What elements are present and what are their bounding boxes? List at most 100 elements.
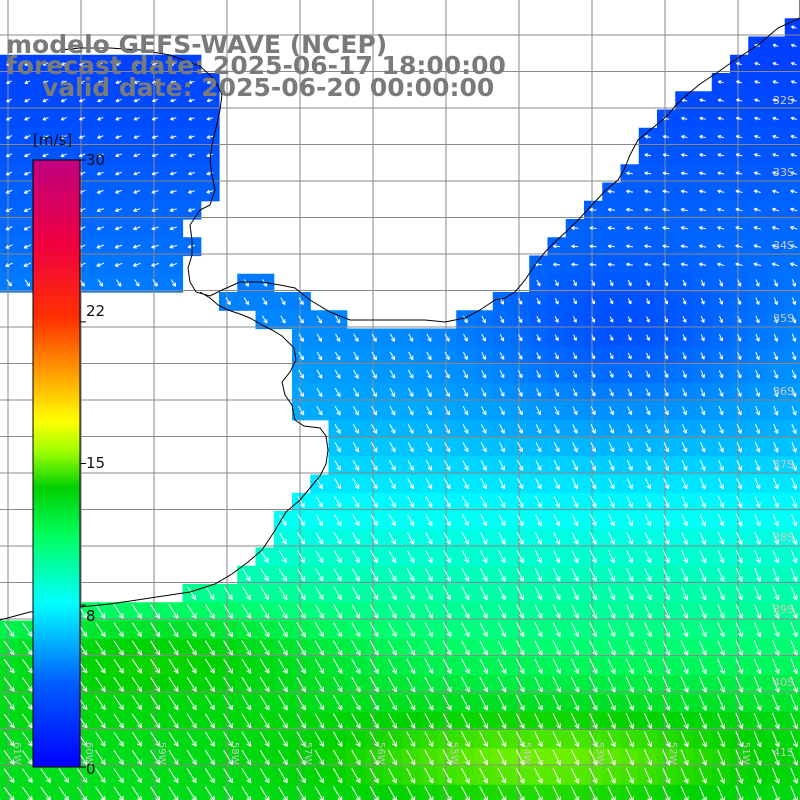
wind-arrow: [680, 712, 689, 730]
wind-arrow: [590, 478, 597, 490]
wind-arrow: [753, 171, 761, 176]
wind-arrow: [626, 262, 633, 267]
wind-arrow: [78, 135, 86, 139]
wind-arrow: [3, 658, 15, 674]
wind-arrow: [772, 62, 779, 66]
wind-arrow: [278, 731, 288, 747]
wind-arrow: [681, 477, 688, 490]
wind-arrow: [554, 279, 559, 287]
wind-arrow: [662, 622, 671, 638]
wind-arrow: [462, 460, 469, 471]
wind-arrow: [517, 370, 523, 379]
wind-arrow: [790, 225, 798, 230]
wind-arrow: [571, 478, 578, 490]
wind-arrow: [278, 640, 288, 656]
wind-arrow: [297, 550, 306, 564]
wind-arrow: [479, 694, 488, 711]
wind-arrow: [498, 550, 506, 564]
wind-arrow: [717, 532, 725, 545]
wind-arrow: [753, 189, 761, 194]
wind-arrow: [316, 351, 323, 361]
wind-arrow: [625, 244, 634, 249]
wind-arrow: [259, 622, 270, 638]
wind-arrow: [408, 333, 414, 342]
wind-arrow: [425, 568, 433, 582]
wind-arrow: [442, 767, 452, 784]
wind-arrow: [296, 676, 306, 693]
wind-arrow: [608, 460, 615, 471]
wind-arrow: [626, 532, 634, 545]
wind-arrow: [131, 622, 143, 638]
wind-arrow: [699, 604, 707, 619]
wind-arrow: [536, 352, 541, 360]
wind-arrow: [278, 550, 287, 564]
wind-arrow: [662, 568, 670, 582]
wind-arrow: [627, 334, 632, 341]
wind-arrow: [259, 731, 270, 747]
wind-arrow: [131, 640, 143, 656]
wind-arrow: [42, 62, 49, 66]
wind-arrow: [206, 98, 213, 103]
wind-arrow: [753, 226, 761, 230]
colorbar-ticks: [80, 159, 86, 768]
wind-arrow: [131, 713, 143, 729]
wind-arrow: [534, 604, 543, 619]
wind-arrow: [772, 550, 780, 564]
wind-arrow: [607, 767, 616, 784]
wind-arrow: [204, 731, 215, 747]
wind-arrow: [552, 604, 561, 619]
wind-arrow: [150, 750, 161, 765]
wind-speed-cell: [693, 784, 713, 800]
wind-arrow: [425, 460, 433, 471]
wind-arrow: [591, 334, 596, 341]
wind-arrow: [790, 676, 798, 693]
wind-arrow: [40, 768, 51, 784]
wind-speed-cell: [784, 657, 800, 676]
wind-arrow: [625, 226, 634, 231]
wind-arrow: [314, 768, 325, 784]
wind-arrow: [169, 153, 177, 158]
wind-arrow: [517, 478, 524, 490]
wind-arrow: [590, 424, 596, 434]
wind-arrow: [717, 712, 725, 730]
wind-arrow: [534, 786, 543, 800]
wind-arrow: [460, 767, 470, 784]
wind-arrow: [260, 550, 269, 563]
wind-arrow: [314, 713, 325, 729]
wind-arrow: [132, 244, 141, 249]
wind-arrow: [791, 495, 798, 508]
wind-arrow: [21, 768, 33, 783]
wind-arrow: [663, 388, 669, 397]
wind-arrow: [462, 496, 469, 508]
wind-arrow: [700, 370, 705, 379]
wind-speed-cell: [54, 784, 74, 800]
wind-arrow: [516, 514, 524, 527]
wind-arrow: [60, 116, 67, 121]
wind-arrow: [772, 116, 779, 121]
longitude-label: 56W: [375, 742, 386, 765]
wind-arrow: [296, 640, 306, 656]
wind-arrow: [717, 189, 725, 194]
wind-arrow: [571, 262, 579, 267]
wind-arrow: [516, 604, 525, 619]
wind-arrow: [151, 116, 159, 121]
wind-arrow: [150, 622, 161, 638]
wind-speed-cell: [511, 784, 530, 800]
wind-arrow: [717, 80, 724, 84]
wind-arrow: [643, 694, 653, 711]
wind-arrow: [717, 153, 725, 157]
wind-arrow: [278, 586, 288, 601]
wind-arrow: [425, 442, 432, 453]
wind-arrow: [681, 513, 688, 527]
wind-arrow: [771, 262, 780, 267]
wind-arrow: [333, 550, 342, 564]
wind-arrow: [204, 749, 215, 766]
wind-arrow: [662, 785, 671, 800]
wind-arrow: [516, 640, 525, 656]
wind-arrow: [625, 712, 634, 729]
wind-arrow: [644, 604, 652, 619]
wind-arrow: [388, 622, 397, 638]
wind-arrow: [389, 369, 396, 379]
wind-arrow: [589, 694, 598, 711]
